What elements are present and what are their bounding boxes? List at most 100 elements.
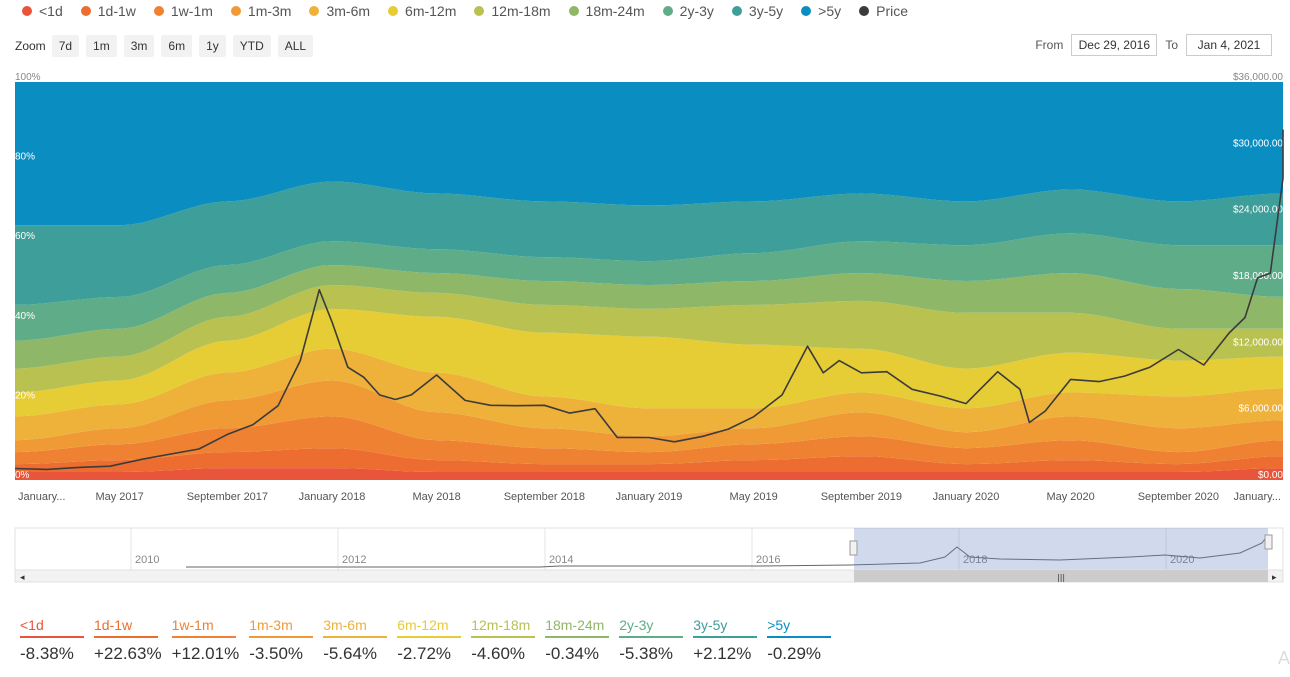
stat-label: 1d-1w — [94, 617, 158, 638]
stat-label: 1m-3m — [249, 617, 314, 638]
stat-value: -3.50% — [249, 644, 304, 663]
watermark: A — [1277, 648, 1290, 668]
area-band-18m-24m — [15, 265, 1283, 369]
zoom-7d-button[interactable]: 7d — [51, 35, 80, 57]
stat-label: 3y-5y — [693, 617, 758, 638]
scroll-right-arrow-icon: ▸ — [1272, 573, 1277, 583]
navigator-year-label: 2012 — [342, 554, 366, 566]
legend-item[interactable]: 1d-1w — [80, 3, 136, 19]
x-axis-tick: May 2019 — [729, 491, 777, 503]
legend-dot-icon — [474, 6, 485, 16]
stat-label: 6m-12m — [397, 617, 462, 638]
x-axis-tick: January 2018 — [299, 491, 366, 503]
legend-label: 6m-12m — [405, 3, 457, 19]
right-axis-tick: $24,000.00 — [1233, 205, 1283, 216]
stat-label: 3m-6m — [323, 617, 388, 638]
legend-dot-icon — [388, 6, 399, 16]
legend-label: 3m-6m — [326, 3, 371, 19]
legend-dot-icon — [80, 6, 91, 16]
legend-item[interactable]: Price — [859, 3, 908, 19]
area-band->5y — [15, 82, 1283, 226]
left-axis-tick: 60% — [15, 231, 35, 242]
stat-item: 6m-12m -2.72% — [397, 617, 462, 664]
left-axis-tick: 40% — [15, 311, 35, 322]
stat-label: 12m-18m — [471, 617, 536, 638]
legend-item[interactable]: 2y-3y — [662, 3, 714, 19]
x-axis-tick: January... — [18, 491, 66, 503]
navigator[interactable]: 201020122014201620182020◂▸||| — [0, 525, 1290, 585]
legend-item[interactable]: >5y — [801, 3, 841, 19]
stat-value: +2.12% — [693, 644, 752, 663]
legend-item[interactable]: <1d — [22, 3, 63, 19]
navigator-year-label: 2016 — [756, 554, 780, 566]
to-date-input[interactable]: Jan 4, 2021 — [1186, 34, 1272, 56]
left-axis-tick: 100% — [15, 72, 41, 83]
legend-dot-icon — [22, 6, 32, 16]
stat-item: 3m-6m -5.64% — [323, 617, 388, 664]
stat-value: -0.29% — [767, 644, 822, 663]
right-axis-tick: $12,000.00 — [1233, 337, 1283, 348]
legend-item[interactable]: 1w-1m — [153, 3, 213, 19]
legend-label: >5y — [818, 3, 842, 19]
x-axis-tick: May 2017 — [95, 491, 143, 503]
left-axis-tick: 20% — [15, 390, 35, 401]
zoom-3m-button[interactable]: 3m — [123, 35, 155, 57]
legend-item[interactable]: 3m-6m — [309, 3, 370, 19]
legend-item[interactable]: 6m-12m — [388, 3, 456, 19]
right-axis-tick: $6,000.00 — [1239, 404, 1284, 415]
stat-label: 2y-3y — [619, 617, 684, 638]
stacked-bands — [15, 82, 1283, 480]
stat-value: -5.64% — [323, 644, 378, 663]
x-axis-tick: January 2020 — [933, 491, 1000, 503]
legend-item[interactable]: 3y-5y — [731, 3, 783, 19]
navigator-year-label: 2018 — [963, 554, 987, 566]
left-axis-tick: 0% — [15, 470, 30, 481]
area-band-1d-1w — [15, 448, 1283, 472]
legend-label: 1m-3m — [247, 3, 292, 19]
legend-dot-icon — [731, 6, 742, 16]
zoom-ytd-button[interactable]: YTD — [232, 35, 271, 57]
stat-label: 18m-24m — [545, 617, 610, 638]
legend-item[interactable]: 12m-18m — [474, 3, 551, 19]
scrollbar-thumb — [854, 570, 1268, 582]
stat-label: >5y — [767, 617, 832, 638]
stat-item: 2y-3y -5.38% — [619, 617, 684, 664]
zoom-1m-button[interactable]: 1m — [86, 35, 117, 57]
zoom-1y-button[interactable]: 1y — [199, 35, 226, 57]
legend-dot-icon — [801, 6, 812, 16]
legend-dot-icon — [230, 6, 241, 16]
zoom-all-button[interactable]: ALL — [277, 35, 314, 57]
legend-dot-icon — [859, 6, 870, 16]
stat-value: -4.60% — [471, 644, 526, 663]
legend-label: 1w-1m — [170, 3, 213, 19]
stat-value: -8.38% — [20, 644, 74, 663]
area-band-2y-3y — [15, 233, 1283, 341]
navigator-year-label: 2010 — [135, 554, 159, 566]
stat-value: -2.72% — [397, 644, 452, 663]
area-band-6m-12m — [15, 308, 1283, 417]
stat-item: 1m-3m -3.50% — [249, 617, 314, 664]
main-chart: 0% 20% 40% 60% 80% 100% $0.00 $6,000.00 $12,000.… — [14, 72, 1284, 503]
from-date-input[interactable]: Dec 29, 2016 — [1071, 34, 1158, 56]
right-axis-tick: $0.00 — [1258, 470, 1283, 481]
stat-item: <1d -8.38% — [20, 617, 84, 664]
right-axis-tick: $36,000.00 — [1233, 72, 1283, 83]
price-line — [14, 129, 1284, 471]
x-axis-tick: January 2019 — [616, 491, 683, 503]
legend-label: 18m-24m — [585, 3, 645, 19]
legend-item[interactable]: 1m-3m — [230, 3, 292, 19]
navigator-right-handle — [1264, 534, 1273, 550]
date-range: From Dec 29, 2016 To Jan 4, 2021 — [1035, 34, 1280, 56]
stat-value: -0.34% — [545, 644, 600, 663]
navigator-year-label: 2014 — [549, 554, 573, 566]
zoom-6m-button[interactable]: 6m — [161, 35, 193, 57]
area-band-1w-1m — [15, 416, 1283, 465]
legend-item[interactable]: 18m-24m — [568, 3, 645, 19]
legend-dot-icon — [309, 6, 320, 16]
legend-label: Price — [876, 3, 909, 19]
x-axis-tick: January... — [1234, 491, 1282, 503]
stat-item: >5y -0.29% — [767, 617, 832, 664]
scrollbar-grip-icon: ||| — [1057, 573, 1065, 582]
legend-dot-icon — [662, 6, 673, 16]
stat-label: 1w-1m — [171, 617, 236, 638]
